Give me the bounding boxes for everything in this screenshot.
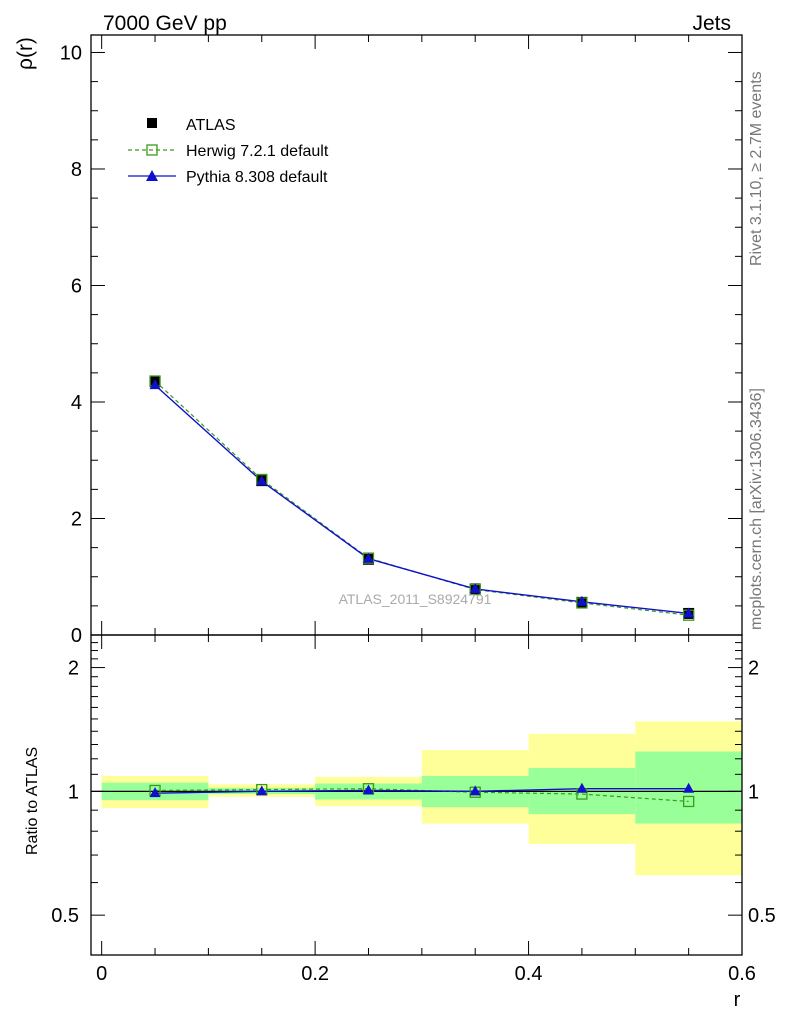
ratio-y-axis-label: Ratio to ATLAS [24, 747, 41, 855]
pythia-ratio-line [155, 787, 689, 794]
pythia-main-point [576, 595, 588, 606]
main-y-tick-label: 2 [71, 508, 82, 530]
legend: ATLAS Herwig 7.2.1 default Pythia 8.308 … [128, 117, 329, 186]
pythia-main-point [362, 552, 374, 563]
main-plot-axes: 0 2 4 6 8 10 [60, 34, 743, 647]
main-plot-marks [149, 375, 695, 621]
herwig-main-line [154, 380, 689, 616]
pythia-ratio-point [362, 784, 374, 795]
ratio-y-tick-label-right: 2 [748, 658, 759, 680]
legend-item-atlas: ATLAS [147, 117, 236, 134]
pythia-ratio-point [576, 782, 588, 793]
header-energy-label: 7000 GeV pp [103, 12, 227, 35]
header-process-label: Jets [692, 12, 731, 35]
main-y-axis-label: ρ(r) [14, 37, 37, 70]
legend-atlas-label: ATLAS [186, 117, 236, 134]
main-plot-panel: 0 2 4 6 8 10 ρ(r) ATLAS_2011_S8924791 [14, 34, 743, 647]
legend-atlas-marker [147, 118, 157, 128]
ratio-plot-marks [91, 782, 742, 808]
pythia-main-point [256, 475, 268, 486]
pythia-main-point [469, 582, 481, 593]
pythia-ratio-point [683, 782, 695, 793]
herwig-ratio-point [682, 795, 695, 808]
pythia-main-point [683, 607, 695, 618]
pythia-ratio-point [256, 785, 268, 796]
legend-herwig-label: Herwig 7.2.1 default [186, 143, 329, 160]
main-y-tick-label: 6 [71, 275, 82, 297]
ratio-y-tick-label: 0.5 [51, 905, 79, 927]
ratio-y-tick-label: 2 [68, 658, 79, 680]
legend-pythia-marker [146, 170, 158, 181]
pythia-ratio-point [469, 785, 481, 796]
main-y-tick-label: 10 [60, 42, 82, 64]
analysis-id-label: ATLAS_2011_S8924791 [339, 591, 492, 607]
x-tick-label: 0 [96, 963, 107, 985]
x-tick-label: 0.2 [301, 963, 329, 985]
ratio-plot-axes: 0.5 0.5 1 1 2 2 0 0.2 0.4 0.6 [51, 634, 776, 985]
ratio-plot-frame [90, 634, 743, 956]
legend-pythia-label: Pythia 8.308 default [186, 169, 328, 186]
mcplots-label: mcplots.cern.ch [arXiv:1306.3436] [748, 388, 765, 630]
pythia-main-point [149, 379, 161, 390]
ratio-y-tick-label-right: 1 [748, 781, 759, 803]
pythia-main-line [154, 384, 689, 615]
main-y-tick-label: 8 [71, 159, 82, 181]
x-tick-label: 0.6 [728, 963, 756, 985]
ratio-plot-panel: 0.5 0.5 1 1 2 2 0 0.2 0.4 0.6 Ratio to ATLAS r [24, 634, 776, 1011]
x-tick-label: 0.4 [515, 963, 543, 985]
pythia-ratio-point [149, 787, 161, 798]
legend-item-herwig: Herwig 7.2.1 default [128, 143, 329, 160]
ratio-y-tick-label-right: 0.5 [748, 905, 776, 927]
main-y-tick-label: 0 [71, 625, 82, 647]
main-y-tick-label: 4 [71, 392, 82, 414]
x-axis-label: r [734, 989, 741, 1011]
legend-herwig-marker [146, 144, 158, 156]
legend-item-pythia: Pythia 8.308 default [128, 169, 328, 186]
rivet-version-label: Rivet 3.1.10, ≥ 2.7M events [748, 71, 765, 266]
ratio-y-tick-label: 1 [68, 781, 79, 803]
